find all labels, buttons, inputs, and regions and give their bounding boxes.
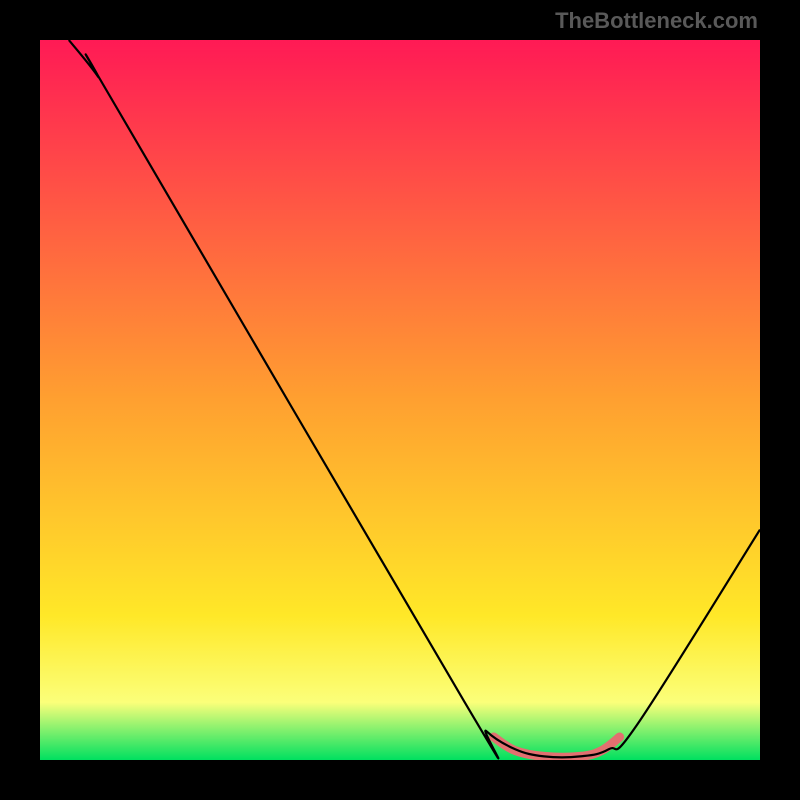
curve-layer	[40, 40, 760, 760]
chart-frame: TheBottleneck.com	[0, 0, 800, 800]
bottleneck-curve	[69, 40, 760, 758]
watermark-text: TheBottleneck.com	[555, 8, 758, 34]
